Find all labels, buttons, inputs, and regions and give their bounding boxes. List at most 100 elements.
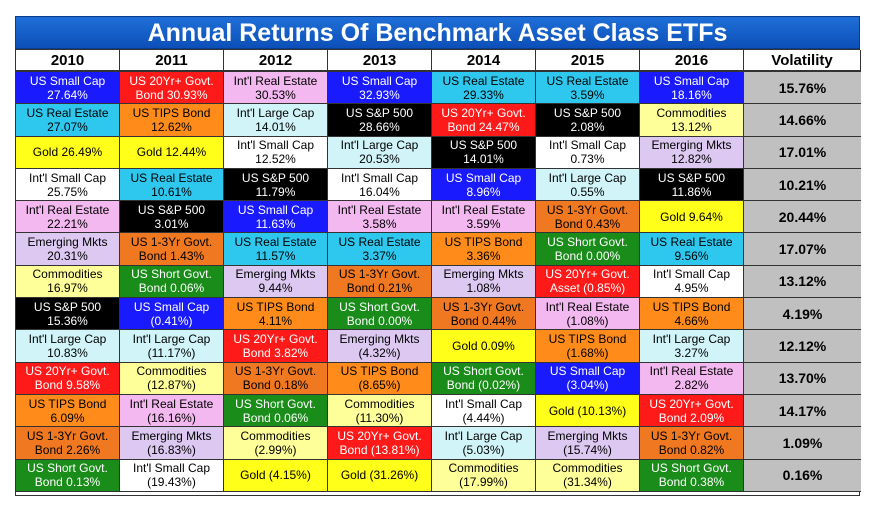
return-cell-asset: US Short Govt. [131, 267, 212, 282]
return-cell: US 20Yr+ Govt. Bond 30.93% [120, 72, 224, 105]
return-cell-asset: US Small Cap [549, 364, 626, 379]
return-cell: US TIPS Bond (8.65%) [328, 362, 432, 395]
return-cell-asset: Int'l Small Cap [549, 138, 626, 153]
return-cell: US TIPS Bond (1.68%) [536, 330, 640, 363]
return-cell-asset: Emerging Mkts [547, 428, 628, 443]
return-cell: Emerging Mkts 20.31% [16, 233, 120, 266]
return-cell-value: 2.82% [674, 378, 709, 393]
return-cell-value: 18.16% [671, 87, 712, 102]
return-cell-asset: Emerging Mkts [339, 332, 420, 347]
return-cell: Int'l Real Estate 22.21% [16, 201, 120, 234]
return-cell-value: 11.63% [255, 216, 296, 231]
return-cell-asset: Int'l Real Estate [441, 202, 526, 217]
return-cell-value: Bond 0.43% [554, 216, 621, 231]
return-cell: US Small Cap (3.04%) [536, 362, 640, 395]
chart-title: Annual Returns Of Benchmark Asset Class … [15, 16, 860, 49]
return-cell: Emerging Mkts 1.08% [432, 265, 536, 299]
return-cell-value: 3.37% [362, 249, 397, 264]
return-cell-value: 29.33% [463, 87, 504, 102]
return-cell-asset: US 20Yr+ Govt. [649, 396, 734, 411]
return-cell-asset: Commodities [136, 364, 207, 379]
return-cell-asset: Int'l Real Estate [233, 73, 318, 88]
return-cell-value: 11.86% [671, 184, 712, 199]
volatility-cell: 14.66% [744, 104, 861, 137]
return-cell: Gold (31.26%) [328, 459, 432, 492]
return-cell: Int'l Small Cap 4.95% [640, 265, 744, 299]
return-cell-asset: US Small Cap [29, 73, 106, 88]
return-cell-value: 13.12% [671, 119, 712, 134]
return-cell-value: (31.34%) [563, 475, 612, 490]
return-cell: US Short Govt. Bond (0.02%) [432, 362, 536, 395]
return-cell: Commodities 16.97% [16, 265, 120, 299]
return-cell-value: Bond 0.06% [138, 281, 205, 296]
return-cell: US 1-3Yr Govt. Bond 0.82% [640, 427, 744, 460]
return-cell-asset: Emerging Mkts [651, 138, 732, 153]
return-cell-value: (1.68%) [566, 346, 609, 361]
return-cell-asset: US Small Cap [653, 73, 730, 88]
return-cell-asset: Int'l Real Estate [337, 202, 422, 217]
return-cell-value: (8.65%) [358, 378, 401, 393]
return-cell: US 20Yr+ Govt. Bond 2.09% [640, 394, 744, 428]
return-cell-asset: US Small Cap [445, 170, 522, 185]
return-cell-asset: US TIPS Bond [548, 332, 627, 347]
return-cell: US S&P 500 28.66% [328, 104, 432, 137]
return-cell-value: Bond 0.38% [658, 475, 725, 490]
return-cell: Int'l Real Estate 3.58% [328, 201, 432, 234]
year-header-2012: 2012 [224, 50, 328, 72]
return-cell-asset: US Real Estate [26, 105, 109, 120]
return-cell-value: 32.93% [359, 87, 400, 102]
return-cell-value: 20.53% [359, 152, 400, 167]
return-cell: US S&P 500 15.36% [16, 298, 120, 331]
return-cell-asset: Emerging Mkts [27, 235, 108, 250]
return-cell-value: 8.96% [466, 184, 501, 199]
return-cell-value: Asset (0.85%) [549, 281, 626, 296]
return-cell: US 20Yr+ Govt. Bond 3.82% [224, 330, 328, 363]
return-cell-value: 11.79% [255, 184, 296, 199]
return-cell-value: 9.56% [674, 249, 709, 264]
return-cell-value: (17.99%) [459, 475, 508, 490]
volatility-cell: 13.70% [744, 362, 861, 395]
return-cell-asset: US Short Govt. [547, 235, 628, 250]
return-cell-value: 20.31% [47, 249, 88, 264]
return-cell-asset: US Real Estate [546, 73, 629, 88]
return-cell-asset: Commodities [552, 461, 623, 476]
return-cell-value: 10.61% [151, 184, 192, 199]
return-cell: US Real Estate 29.33% [432, 72, 536, 105]
return-cell-asset: Int'l Real Estate [649, 364, 734, 379]
return-cell-asset: US Small Cap [133, 299, 210, 314]
return-cell: US Real Estate 27.07% [16, 104, 120, 137]
return-cell: Int'l Large Cap 3.27% [640, 330, 744, 363]
return-cell-value: 3.01% [154, 216, 189, 231]
return-cell: US TIPS Bond 4.66% [640, 298, 744, 331]
return-cell-value: (5.03%) [462, 442, 505, 457]
return-cell: US TIPS Bond 3.36% [432, 233, 536, 266]
return-cell: US S&P 500 2.08% [536, 104, 640, 137]
return-cell-value: 0.73% [570, 152, 605, 167]
return-cell-value: (16.16%) [147, 410, 196, 425]
return-cell-asset: US S&P 500 [553, 105, 622, 120]
return-cell: Int'l Real Estate (1.08%) [536, 298, 640, 331]
return-cell-asset: Int'l Large Cap [340, 138, 419, 153]
return-cell-asset: Int'l Real Estate [25, 202, 110, 217]
return-cell: US Real Estate 3.37% [328, 233, 432, 266]
volatility-cell: 1.09% [744, 427, 861, 460]
return-cell: Gold (4.15%) [224, 459, 328, 492]
return-cell-value: Bond 0.44% [450, 313, 517, 328]
volatility-cell: 0.16% [744, 459, 861, 492]
return-cell-value: Gold (10.13%) [548, 403, 627, 418]
return-cell-asset: Int'l Small Cap [237, 138, 314, 153]
return-cell-asset: US S&P 500 [657, 170, 726, 185]
return-cell-value: 4.11% [258, 313, 293, 328]
return-cell: US Real Estate 10.61% [120, 168, 224, 202]
return-cell-asset: US Real Estate [442, 73, 525, 88]
return-cell: Int'l Real Estate (16.16%) [120, 394, 224, 428]
return-cell: US Short Govt. Bond 0.38% [640, 459, 744, 492]
return-cell: US Small Cap 8.96% [432, 168, 536, 202]
return-cell-asset: US Short Govt. [27, 461, 108, 476]
return-cell-value: 3.36% [466, 249, 501, 264]
return-cell-asset: US 20Yr+ Govt. [129, 73, 214, 88]
return-cell-value: Bond 0.06% [242, 410, 309, 425]
return-cell-value: Bond 2.26% [34, 442, 101, 457]
return-cell-asset: US 1-3Yr Govt. [130, 235, 213, 250]
return-cell-value: (11.17%) [147, 346, 196, 361]
